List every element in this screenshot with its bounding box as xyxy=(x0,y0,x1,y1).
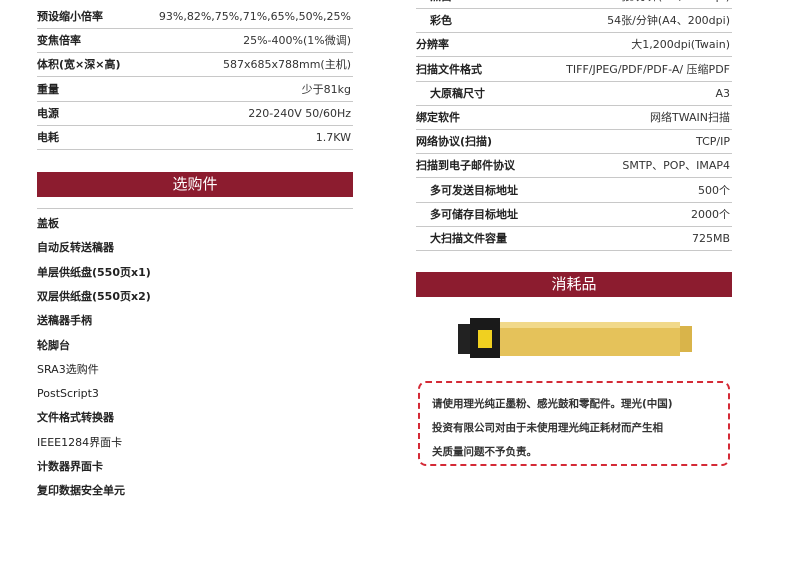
spec-row: 网络协议(扫描) TCP/IP xyxy=(416,130,732,155)
spec-label: 多可发送目标地址 xyxy=(430,183,518,197)
spec-value: 220-240V 50/60Hz xyxy=(248,106,351,120)
spec-value: 2000个 xyxy=(691,207,730,221)
spec-value: 93%,82%,75%,71%,65%,50%,25% xyxy=(158,10,351,23)
option-item: 文件格式转换器 xyxy=(37,411,114,425)
spec-label: 大原稿尺寸 xyxy=(430,86,485,100)
spec-value: TIFF/JPEG/PDF/PDF-A/ 压缩PDF xyxy=(566,62,730,76)
divider xyxy=(37,208,353,209)
spec-value: 1.7KW xyxy=(315,131,351,144)
spec-row: 大原稿尺寸 A3 xyxy=(416,82,732,106)
spec-label: 绑定软件 xyxy=(416,111,460,124)
spec-row: 体积(宽×深×高) 587x685x788mm(主机) xyxy=(37,53,353,78)
spec-label: 变焦倍率 xyxy=(37,34,81,48)
option-item: 送稿器手柄 xyxy=(37,314,92,328)
spec-label: 电源 xyxy=(37,106,59,120)
spec-value: 少于81kg xyxy=(301,82,351,96)
spec-value: SMTP、POP、IMAP4 xyxy=(622,159,730,173)
section-header: 消耗品 xyxy=(416,272,732,297)
spec-value: 大1,200dpi(Twain) xyxy=(631,38,730,52)
spec-label: 分辨率 xyxy=(416,38,449,52)
spec-row: 重量 少于81kg xyxy=(37,78,353,102)
spec-row: 多可发送目标地址 500个 xyxy=(416,179,732,203)
spec-value: 725MB xyxy=(691,232,730,245)
notice-line: 请使用理光纯正墨粉、感光鼓和零配件。理光(中国) xyxy=(432,398,673,410)
spec-label: 多可储存目标地址 xyxy=(430,207,518,221)
spec-value: 54张/分钟(A4、200dpi) xyxy=(607,0,730,9)
notice-line: 投资有限公司对由于未使用理光纯正耗材而产生相 xyxy=(432,422,663,434)
spec-label: 预设缩小倍率 xyxy=(37,10,103,23)
option-item: PostScript3 xyxy=(37,387,99,401)
spec-label: 扫描到电子邮件协议 xyxy=(416,159,515,173)
option-item: 单层供纸盘(550页x1) xyxy=(37,265,151,279)
spec-label: 大扫描文件容量 xyxy=(430,232,507,245)
option-item: 计数器界面卡 xyxy=(37,460,103,473)
spec-row: 绑定软件 网络TWAIN扫描 xyxy=(416,106,732,130)
spec-row: 电源 220-240V 50/60Hz xyxy=(37,102,353,126)
spec-row: 预设缩小倍率 93%,82%,75%,71%,65%,50%,25% xyxy=(37,5,353,29)
spec-label: 电耗 xyxy=(37,131,59,144)
option-item: SRA3选购件 xyxy=(37,362,99,376)
spec-label: 重量 xyxy=(37,82,59,96)
spec-value: 25%-400%(1%微调) xyxy=(243,34,351,48)
spec-row: 电耗 1.7KW xyxy=(37,126,353,150)
option-item: 自动反转送稿器 xyxy=(37,241,114,255)
spec-label: 扫描文件格式 xyxy=(416,62,482,76)
toner-image xyxy=(458,318,692,358)
spec-label: 网络协议(扫描) xyxy=(416,135,493,149)
spec-label: 体积(宽×深×高) xyxy=(37,58,121,72)
option-item: 轮脚台 xyxy=(37,338,70,352)
spec-row: 黑白 54张/分钟(A4、200dpi) xyxy=(416,0,732,9)
spec-value: A3 xyxy=(715,86,730,100)
spec-value: 500个 xyxy=(698,183,730,197)
spec-label: 黑白 xyxy=(430,0,452,9)
spec-value: 587x685x788mm(主机) xyxy=(222,58,351,72)
spec-row: 扫描文件格式 TIFF/JPEG/PDF/PDF-A/ 压缩PDF xyxy=(416,58,732,82)
option-item: 复印数据安全单元 xyxy=(37,484,125,498)
notice-line: 关质量问题不予负责。 xyxy=(432,446,537,458)
spec-row: 多可储存目标地址 2000个 xyxy=(416,203,732,227)
spec-value: 54张/分钟(A4、200dpi) xyxy=(607,14,730,28)
option-item: 盖板 xyxy=(37,217,59,230)
spec-row: 彩色 54张/分钟(A4、200dpi) xyxy=(416,9,732,34)
spec-value: TCP/IP xyxy=(696,135,730,149)
spec-label: 彩色 xyxy=(430,14,452,28)
spec-row: 变焦倍率 25%-400%(1%微调) xyxy=(37,29,353,54)
spec-row: 大扫描文件容量 725MB xyxy=(416,227,732,251)
notice-box: 请使用理光纯正墨粉、感光鼓和零配件。理光(中国) 投资有限公司对由于未使用理光纯正… xyxy=(418,381,730,466)
option-item: 双层供纸盘(550页x2) xyxy=(37,289,151,303)
option-item: IEEE1284界面卡 xyxy=(37,435,123,449)
spec-value: 网络TWAIN扫描 xyxy=(650,111,730,124)
spec-row: 扫描到电子邮件协议 SMTP、POP、IMAP4 xyxy=(416,154,732,179)
spec-row: 分辨率 大1,200dpi(Twain) xyxy=(416,33,732,58)
section-header: 选购件 xyxy=(37,172,353,197)
